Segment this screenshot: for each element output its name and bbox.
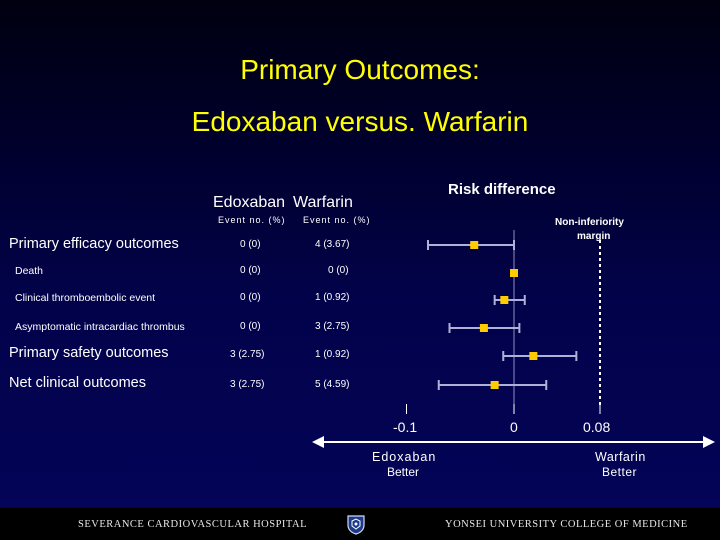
warfarin-value-death: 0 (0) (328, 265, 349, 276)
edoxaban-value-net-clinical: 3 (2.75) (230, 379, 265, 390)
edoxaban-value-primary-efficacy: 0 (0) (240, 239, 261, 250)
margin-label-line-2: margin (577, 231, 611, 242)
point-estimate-primary-safety-outcomes (529, 352, 538, 360)
point-estimate-death (510, 269, 518, 277)
edoxaban-subheader: Event no. (%) (218, 215, 286, 225)
margin-label-line-1: Non-inferiority (555, 217, 624, 228)
row-label-asymptomatic-thrombus: Asymptomatic intracardiac thrombus (15, 321, 185, 333)
favors-warfarin-better: Better (602, 465, 638, 479)
axis-tick-label-0: 0 (510, 419, 518, 435)
ci-clinical-thromboembolic-event (493, 295, 526, 305)
warfarin-value-primary-efficacy: 4 (3.67) (315, 239, 350, 250)
university-seal-icon (347, 515, 365, 535)
axis-tick-label-0-08: 0.08 (583, 419, 611, 435)
warfarin-value-asymptomatic-thrombus: 3 (2.75) (315, 321, 350, 332)
edoxaban-value-death: 0 (0) (240, 265, 261, 276)
warfarin-value-net-clinical: 5 (4.59) (315, 379, 350, 390)
row-label-death: Death (15, 265, 44, 277)
warfarin-value-primary-safety: 1 (0.92) (315, 349, 350, 360)
forest-plot (312, 230, 715, 448)
arrow-left-icon (312, 436, 324, 448)
warfarin-column-header: Warfarin (293, 194, 353, 211)
title-line-1: Primary Outcomes: (240, 54, 480, 85)
risk-difference-header: Risk difference (448, 181, 556, 198)
edoxaban-value-primary-safety: 3 (2.75) (230, 349, 265, 360)
point-estimate-clinical-thromboembolic-event (500, 296, 509, 304)
edoxaban-value-clinical-thromboembolic: 0 (0) (240, 292, 261, 303)
row-label-primary-safety: Primary safety outcomes (9, 345, 169, 361)
ci-primary-safety-outcomes (502, 351, 578, 361)
row-label-clinical-thromboembolic: Clinical thromboembolic event (15, 292, 156, 304)
warfarin-subheader: Event no. (%) (303, 215, 371, 225)
favors-edoxaban-better: Better (387, 465, 420, 479)
favors-warfarin-label: Warfarin (595, 450, 646, 464)
title-line-2: Edoxaban versus. Warfarin (191, 106, 529, 137)
footer-bar: SEVERANCE CARDIOVASCULAR HOSPITAL YONSEI… (0, 508, 720, 540)
edoxaban-value-asymptomatic-thrombus: 0 (0) (240, 321, 261, 332)
row-label-net-clinical: Net clinical outcomes (9, 375, 146, 391)
warfarin-value-clinical-thromboembolic: 1 (0.92) (315, 292, 350, 303)
point-estimate-asymptomatic-intracardiac-thrombus (479, 324, 488, 332)
point-estimate-net-clinical-outcomes (490, 381, 499, 389)
arrow-right-icon (703, 436, 715, 448)
axis-tick-label-minus-0-1: -0.1 (393, 419, 418, 435)
edoxaban-column-header: Edoxaban (213, 194, 286, 211)
footer-hospital-name: SEVERANCE CARDIOVASCULAR HOSPITAL (78, 519, 307, 530)
favors-edoxaban-label: Edoxaban (372, 450, 437, 464)
point-estimate-primary-efficacy-outcomes (470, 241, 479, 249)
row-label-primary-efficacy: Primary efficacy outcomes (9, 236, 179, 252)
footer-university-name: YONSEI UNIVERSITY COLLEGE OF MEDICINE (445, 519, 688, 530)
